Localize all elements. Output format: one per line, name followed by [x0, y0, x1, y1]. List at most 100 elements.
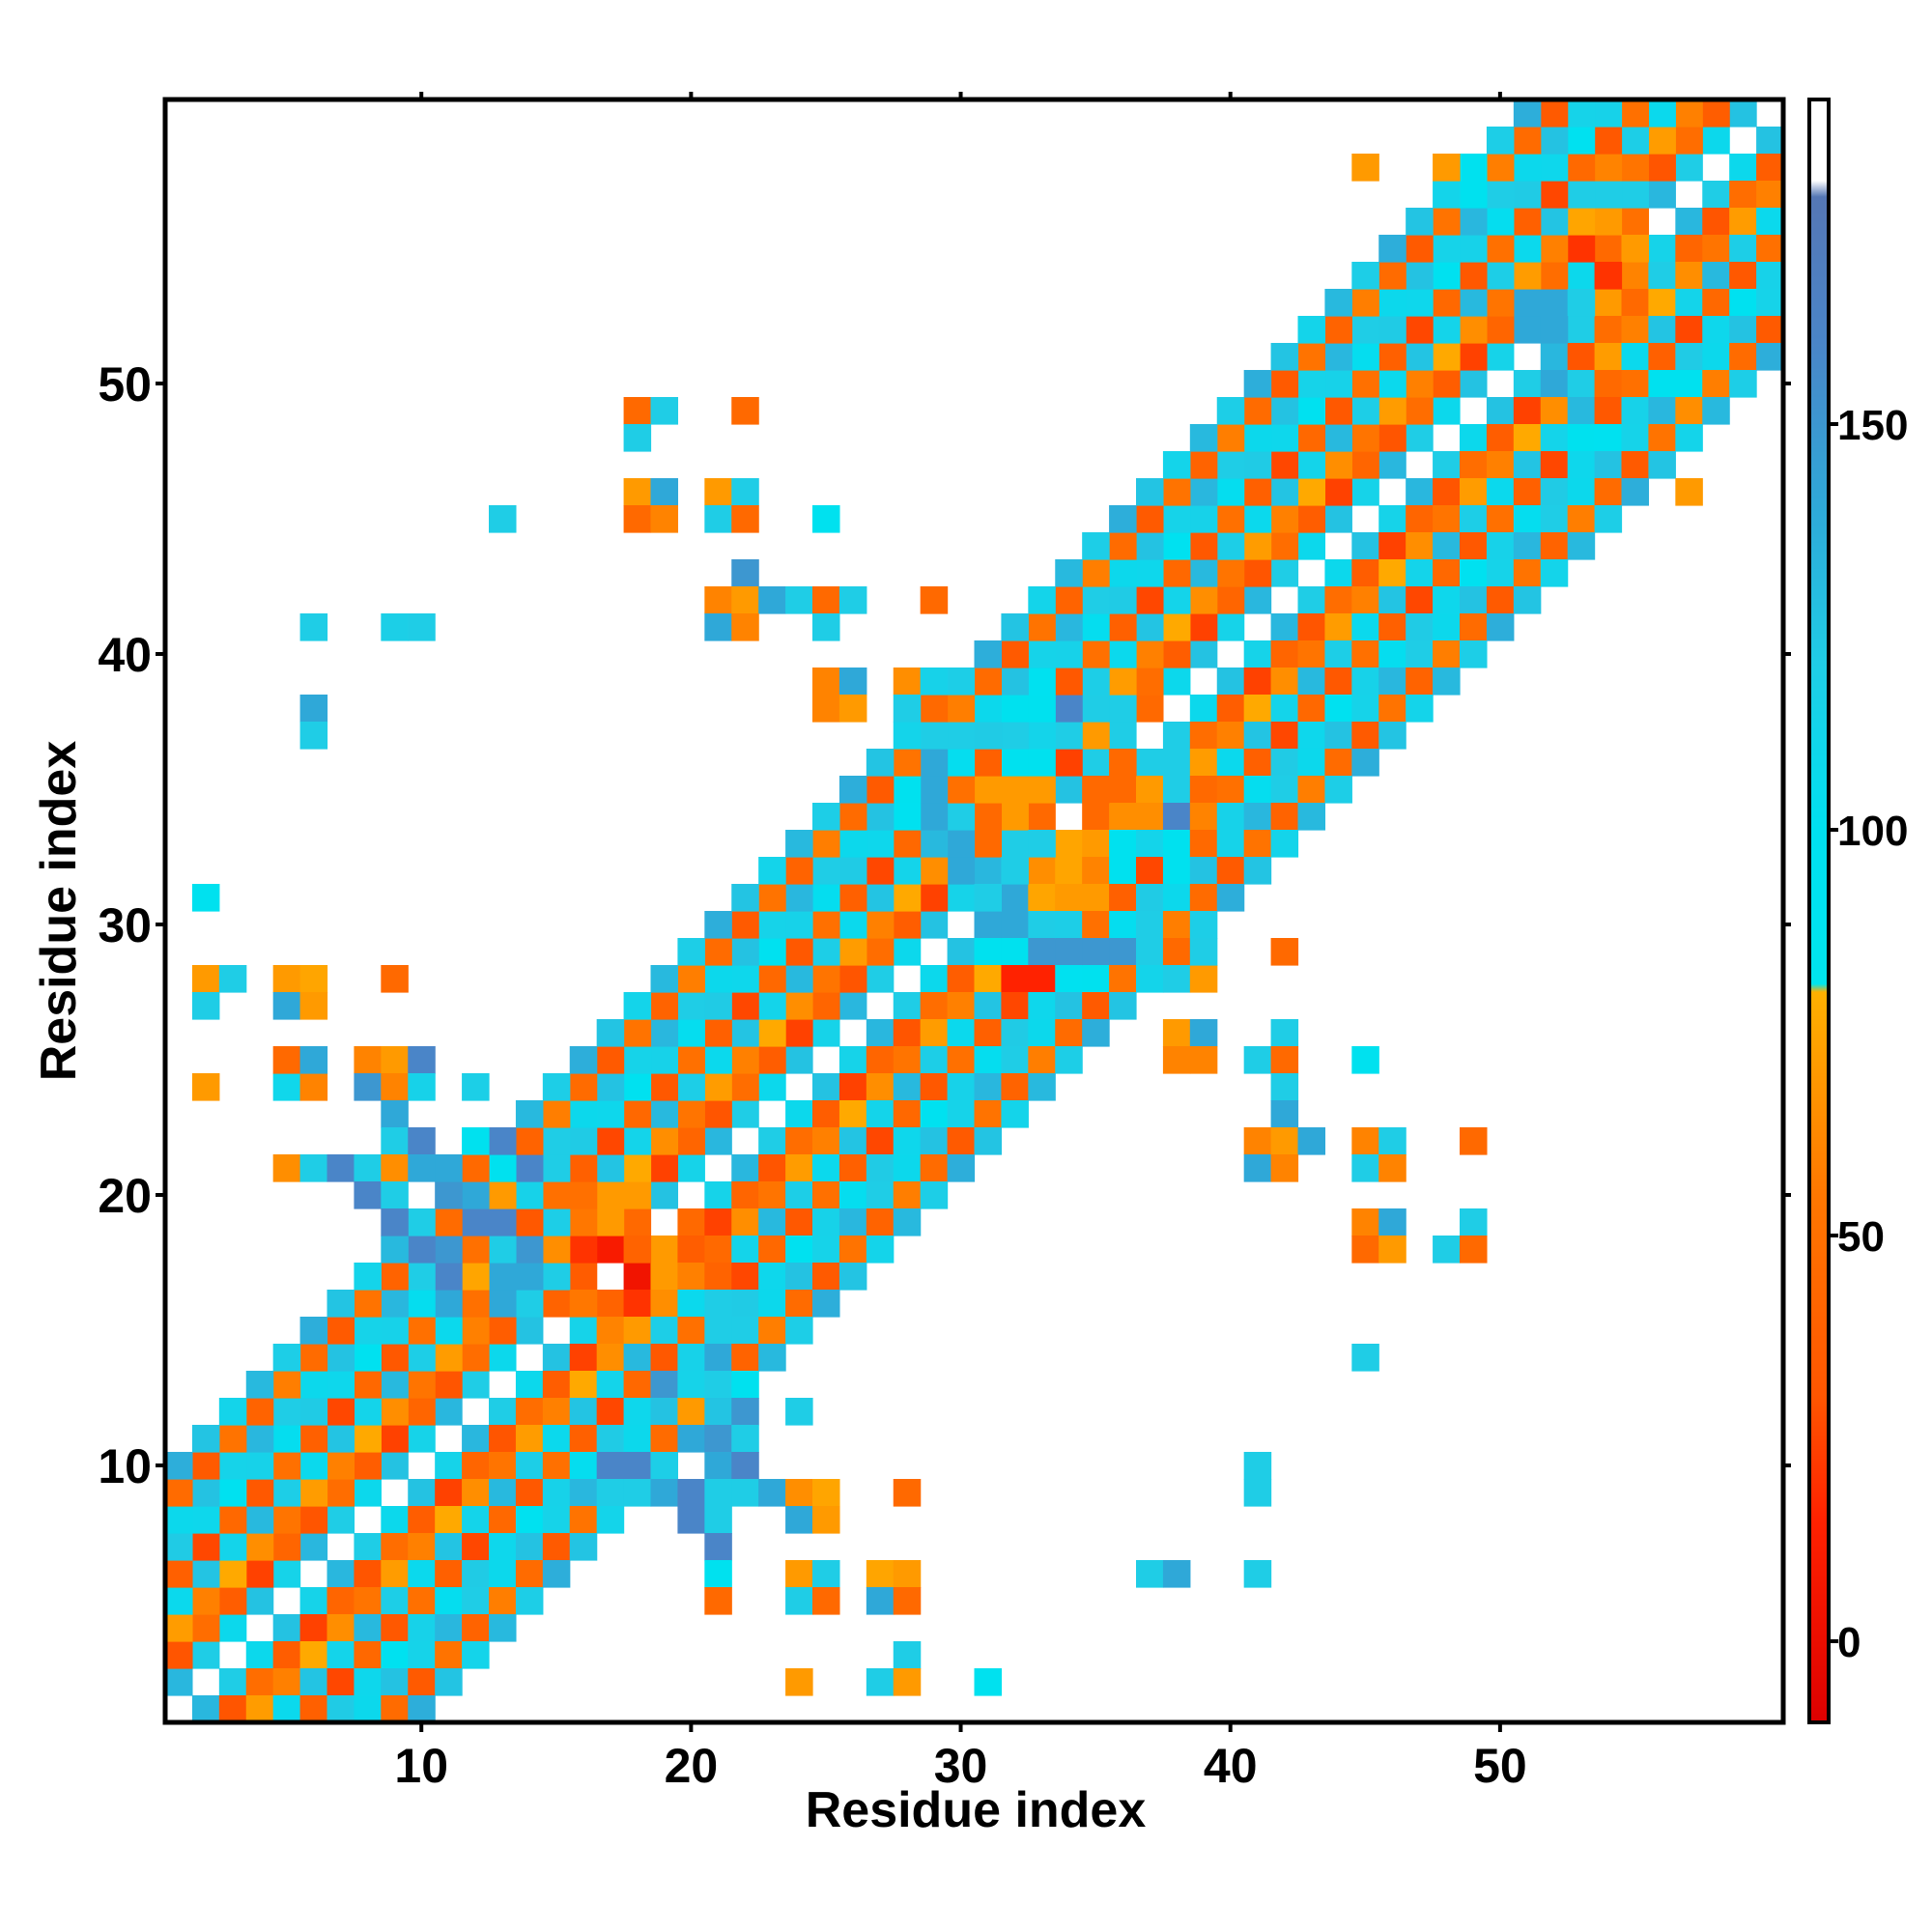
heatmap-cell	[1513, 586, 1542, 614]
heatmap-cell	[704, 1344, 732, 1372]
heatmap-cell	[920, 1073, 949, 1101]
heatmap-cell	[1162, 857, 1191, 885]
heatmap-cell	[866, 1181, 895, 1209]
heatmap-cell	[758, 1344, 786, 1372]
heatmap-cell	[1621, 289, 1650, 317]
heatmap-cell	[489, 1181, 517, 1209]
heatmap-cell	[1702, 99, 1730, 128]
heatmap-cell	[623, 478, 652, 506]
heatmap-cell	[1378, 397, 1406, 425]
heatmap-cell	[893, 1587, 922, 1615]
heatmap-cell	[1136, 613, 1164, 641]
heatmap-cell	[327, 1479, 355, 1507]
heatmap-cell	[1055, 559, 1083, 587]
heatmap-cell	[893, 1100, 922, 1128]
heatmap-cell	[866, 1208, 895, 1236]
heatmap-cell	[731, 559, 759, 587]
heatmap-cell	[677, 1479, 705, 1507]
heatmap-cell	[272, 1046, 301, 1074]
heatmap-cell	[1433, 668, 1461, 696]
heatmap-cell	[1028, 668, 1056, 696]
heatmap-cell	[1513, 99, 1542, 128]
heatmap-cell	[515, 1263, 544, 1291]
heatmap-cell	[542, 1452, 571, 1480]
heatmap-cell	[327, 1452, 355, 1480]
heatmap-cell	[1028, 965, 1056, 993]
heatmap-cell	[893, 749, 922, 777]
heatmap-cell	[1406, 262, 1434, 290]
heatmap-cell	[1621, 99, 1650, 128]
heatmap-cell	[758, 1127, 786, 1155]
heatmap-cell	[1378, 451, 1406, 479]
heatmap-cell	[838, 1046, 867, 1074]
heatmap-cell	[515, 1208, 544, 1236]
heatmap-cell	[1594, 154, 1623, 182]
heatmap-cell	[947, 857, 976, 885]
heatmap-cell	[191, 1452, 220, 1480]
heatmap-cell	[542, 1560, 571, 1588]
heatmap-cell	[515, 1587, 544, 1615]
heatmap-cell	[758, 586, 786, 614]
heatmap-cell	[381, 1425, 409, 1453]
heatmap-cell	[1594, 370, 1623, 398]
heatmap-cell	[785, 1154, 813, 1182]
heatmap-cell	[838, 830, 867, 858]
heatmap-cell	[1028, 749, 1056, 777]
heatmap-cell	[299, 1506, 328, 1534]
heatmap-cell	[191, 1587, 220, 1615]
heatmap-cell	[165, 1479, 193, 1507]
heatmap-cell	[435, 1614, 463, 1642]
heatmap-cell	[1756, 343, 1784, 371]
heatmap-cell	[542, 1344, 571, 1372]
heatmap-cell	[920, 1046, 949, 1074]
heatmap-cell	[218, 1668, 247, 1696]
heatmap-cell	[1675, 127, 1703, 155]
heatmap-cell	[1513, 235, 1542, 263]
heatmap-cell	[1594, 181, 1623, 209]
heatmap-cell	[515, 1371, 544, 1399]
heatmap-cell	[1028, 613, 1056, 641]
heatmap-cell	[1324, 749, 1352, 777]
heatmap-cell	[1702, 370, 1730, 398]
heatmap-cell	[893, 857, 922, 885]
heatmap-cell	[435, 1533, 463, 1561]
heatmap-cell	[1648, 397, 1676, 425]
heatmap-cell	[1136, 695, 1164, 723]
heatmap-cell	[866, 965, 895, 993]
heatmap-cell	[1189, 586, 1218, 614]
heatmap-cell	[165, 1587, 193, 1615]
heatmap-cell	[650, 505, 679, 533]
heatmap-cell	[785, 1046, 813, 1074]
heatmap-cell	[381, 1344, 409, 1372]
heatmap-cell	[1729, 99, 1757, 128]
heatmap-cell	[1243, 478, 1272, 506]
heatmap-cell	[245, 1398, 274, 1426]
heatmap-cell	[650, 1344, 679, 1372]
heatmap-cell	[408, 1127, 436, 1155]
heatmap-cell	[893, 1208, 922, 1236]
heatmap-cell	[489, 1560, 517, 1588]
heatmap-cell	[1189, 884, 1218, 912]
heatmap-cell	[812, 911, 840, 939]
heatmap-cell	[1433, 613, 1461, 641]
heatmap-cell	[1136, 559, 1164, 587]
heatmap-cell	[354, 1425, 382, 1453]
heatmap-cell	[462, 1371, 490, 1399]
heatmap-cell	[245, 1560, 274, 1588]
heatmap-cell	[893, 722, 922, 750]
heatmap-cell	[731, 1479, 759, 1507]
heatmap-cell	[1189, 1046, 1218, 1074]
heatmap-cell	[462, 1073, 490, 1101]
heatmap-cell	[785, 1317, 813, 1345]
heatmap-cell	[650, 397, 679, 425]
heatmap-cell	[1648, 424, 1676, 452]
heatmap-cell	[866, 1127, 895, 1155]
heatmap-cell	[569, 1236, 598, 1264]
heatmap-cell	[408, 1668, 436, 1696]
heatmap-cell	[1001, 749, 1029, 777]
heatmap-cell	[1189, 640, 1218, 668]
heatmap-cell	[650, 1371, 679, 1399]
heatmap-cell	[1378, 722, 1406, 750]
heatmap-cell	[947, 722, 976, 750]
heatmap-cell	[1621, 127, 1650, 155]
